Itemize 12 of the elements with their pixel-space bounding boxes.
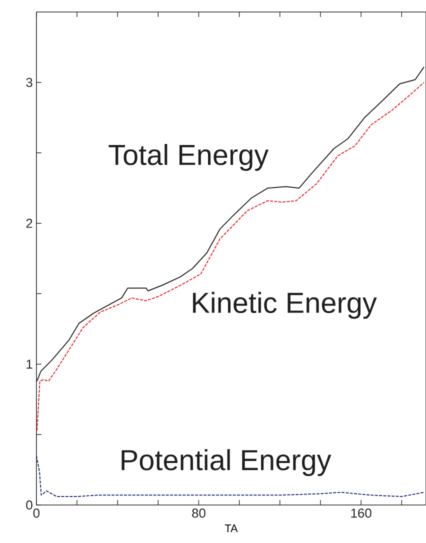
y-tick-label: 1: [26, 360, 32, 369]
series-label: Potential Energy: [122, 449, 332, 476]
series-label: Total Energy: [108, 144, 269, 171]
y-tick-label: 3: [26, 78, 32, 88]
x-tick-label: 80: [192, 508, 206, 518]
series-label: Kinetic Energy: [193, 292, 377, 319]
x-tick-label: 0: [33, 508, 40, 518]
x-tick-label: 160: [351, 508, 372, 518]
x-axis-title: TA: [224, 524, 238, 532]
y-tick-label: 0: [26, 500, 32, 510]
y-tick-label: 2: [26, 218, 32, 228]
line-series: [36, 82, 424, 431]
